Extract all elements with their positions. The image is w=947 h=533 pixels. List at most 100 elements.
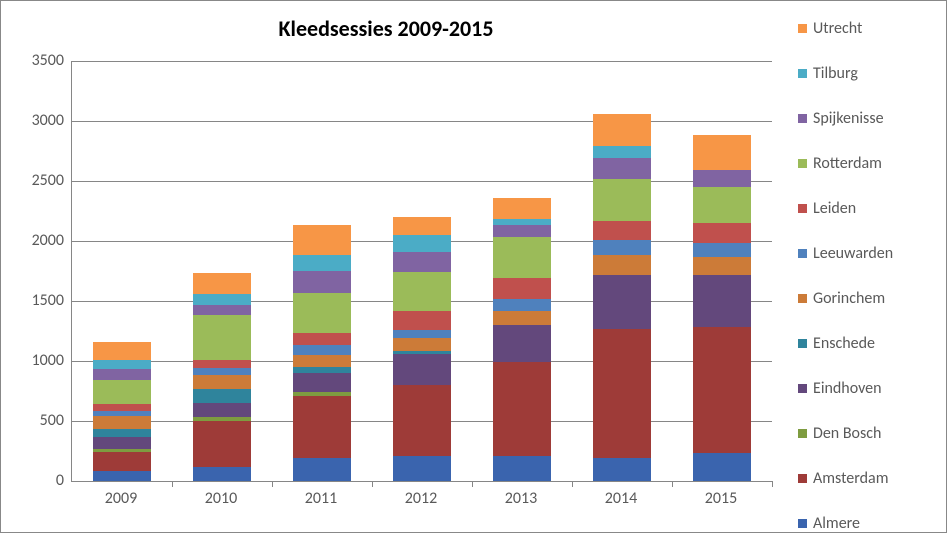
bar-segment [93, 369, 151, 380]
bar-segment [193, 375, 251, 388]
bar-segment [593, 146, 651, 158]
bar-segment [93, 429, 151, 436]
legend-label: Den Bosch [813, 424, 881, 443]
bar-group [93, 342, 151, 481]
bar-segment [493, 299, 551, 311]
legend-label: Leiden [813, 199, 856, 218]
bar-segment [493, 325, 551, 362]
grid-line [72, 181, 772, 182]
x-tick-label: 2015 [671, 489, 771, 508]
legend-label: Rotterdam [813, 154, 882, 173]
bar-segment [393, 330, 451, 338]
legend-item: Leiden [798, 199, 893, 218]
bar-segment [93, 437, 151, 449]
bar-segment [293, 333, 351, 345]
bar-segment [193, 368, 251, 375]
bar-segment [693, 223, 751, 243]
legend-label: Utrecht [813, 19, 862, 38]
bar-segment [393, 354, 451, 385]
bar-segment [493, 225, 551, 237]
y-tick-label: 1000 [16, 351, 64, 370]
x-tick-label: 2012 [371, 489, 471, 508]
bar-segment [93, 452, 151, 471]
legend-swatch [798, 204, 807, 213]
bar-segment [293, 345, 351, 355]
bar-segment [693, 257, 751, 275]
x-tick [572, 481, 573, 487]
bar-segment [193, 294, 251, 305]
bar-segment [693, 135, 751, 170]
bar-segment [293, 458, 351, 481]
bar-segment [293, 396, 351, 458]
bar-segment [493, 311, 551, 325]
legend-swatch [798, 69, 807, 78]
bar-segment [493, 362, 551, 456]
legend-item: Gorinchem [798, 289, 893, 308]
grid-line [72, 121, 772, 122]
x-tick-label: 2010 [171, 489, 271, 508]
legend-label: Eindhoven [813, 379, 882, 398]
bar-segment [593, 179, 651, 221]
x-tick [272, 481, 273, 487]
y-tick-label: 2000 [16, 231, 64, 250]
plot-area [71, 61, 772, 482]
legend-item: Amsterdam [798, 469, 893, 488]
bar-segment [393, 272, 451, 310]
bar-segment [393, 311, 451, 330]
y-tick-label: 3000 [16, 111, 64, 130]
bar-segment [493, 278, 551, 298]
bar-segment [593, 255, 651, 274]
legend-label: Enschede [813, 334, 875, 353]
legend-label: Gorinchem [813, 289, 885, 308]
legend: UtrechtTilburgSpijkenisseRotterdamLeiden… [798, 19, 893, 533]
bar-segment [493, 456, 551, 481]
legend-swatch [798, 519, 807, 528]
legend-swatch [798, 159, 807, 168]
bar-segment [393, 338, 451, 351]
legend-swatch [798, 429, 807, 438]
bar-segment [693, 453, 751, 481]
bar-segment [193, 273, 251, 293]
legend-swatch [798, 294, 807, 303]
bar-segment [593, 329, 651, 459]
bar-segment [93, 380, 151, 404]
bar-segment [193, 417, 251, 421]
legend-label: Leeuwarden [813, 244, 893, 263]
bar-segment [393, 351, 451, 353]
x-tick [472, 481, 473, 487]
bar-segment [693, 170, 751, 187]
y-tick-label: 1500 [16, 291, 64, 310]
bar-segment [93, 411, 151, 416]
y-tick-label: 0 [16, 471, 64, 490]
legend-item: Tilburg [798, 64, 893, 83]
legend-swatch [798, 474, 807, 483]
legend-swatch [798, 384, 807, 393]
bar-segment [293, 255, 351, 271]
bar-segment [393, 385, 451, 456]
legend-item: Enschede [798, 334, 893, 353]
legend-label: Amsterdam [813, 469, 888, 488]
legend-item: Almere [798, 514, 893, 533]
x-tick-label: 2009 [71, 489, 171, 508]
legend-label: Tilburg [813, 64, 858, 83]
legend-item: Rotterdam [798, 154, 893, 173]
x-tick [772, 481, 773, 487]
bar-segment [193, 389, 251, 403]
bar-segment [293, 367, 351, 373]
x-tick-label: 2014 [571, 489, 671, 508]
bar-segment [293, 271, 351, 293]
bar-segment [193, 315, 251, 359]
bar-group [193, 273, 251, 481]
legend-item: Eindhoven [798, 379, 893, 398]
legend-label: Almere [813, 514, 860, 533]
bar-segment [393, 217, 451, 235]
bar-segment [393, 456, 451, 481]
bar-segment [393, 235, 451, 252]
bar-segment [693, 275, 751, 328]
x-tick [672, 481, 673, 487]
bar-segment [93, 404, 151, 411]
bar-segment [493, 237, 551, 278]
bar-segment [693, 243, 751, 256]
y-tick-label: 3500 [16, 51, 64, 70]
bar-segment [593, 240, 651, 256]
